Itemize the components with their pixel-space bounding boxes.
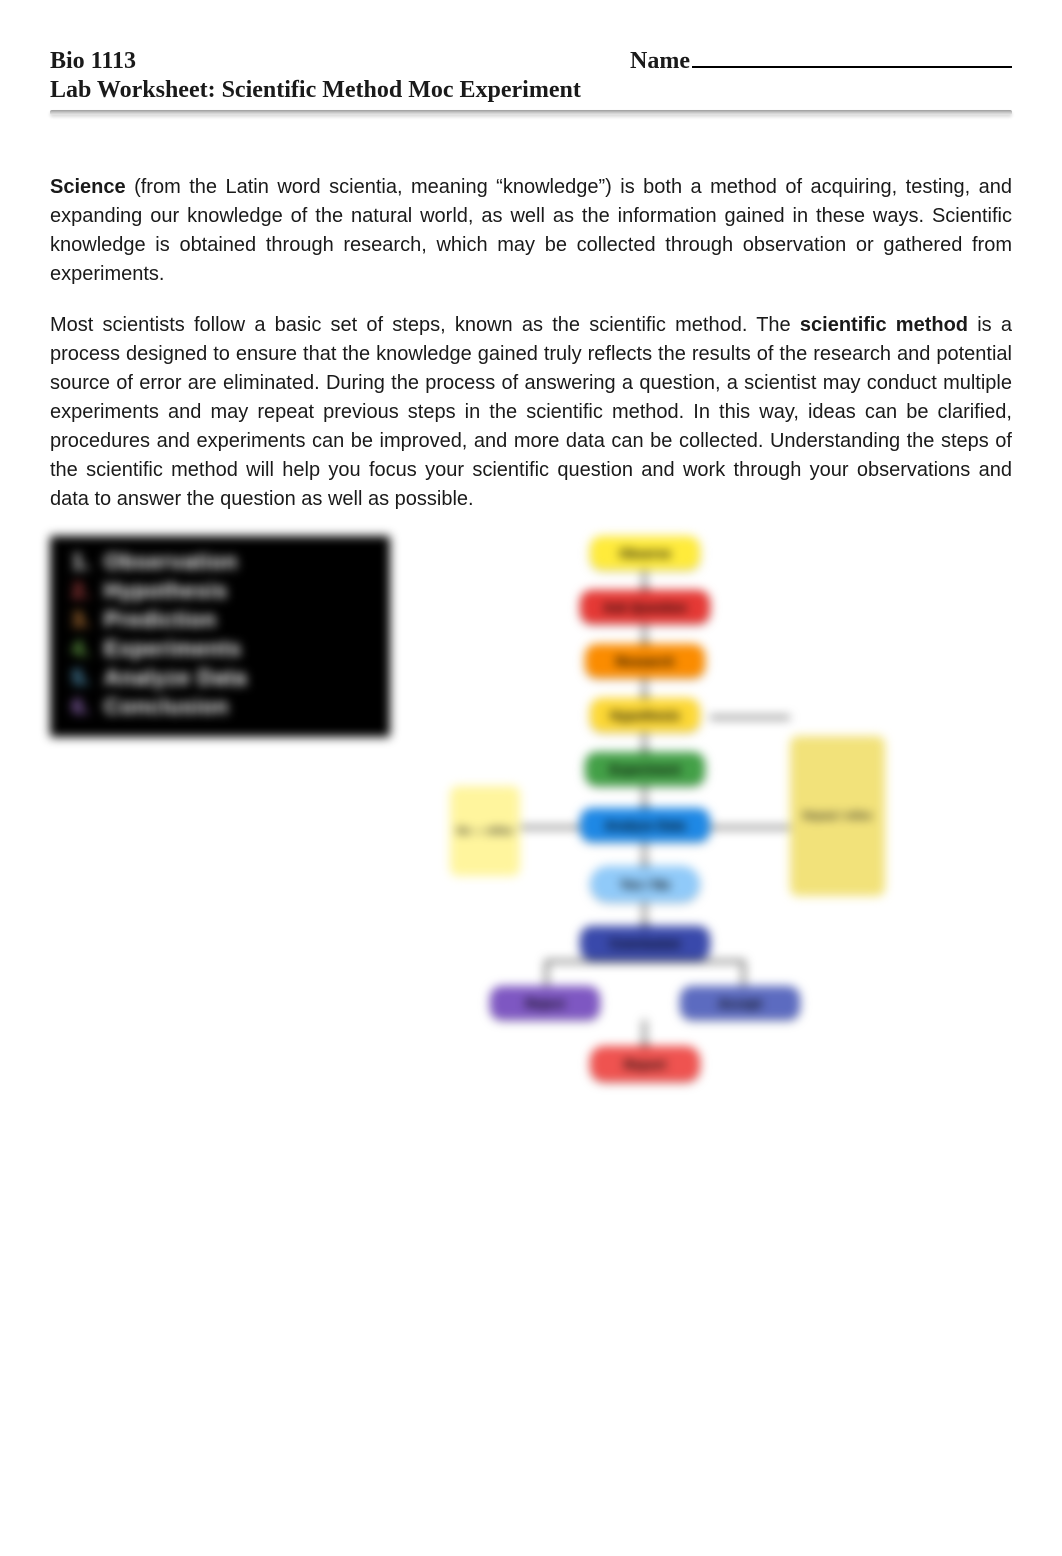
header-rule [50, 110, 1012, 115]
flow-node-observe: Observe [590, 536, 700, 570]
flow-connector [545, 960, 548, 986]
step-row: 4. Experiments [66, 636, 374, 662]
body-text: Science (from the Latin word scientia, m… [50, 173, 1012, 514]
flow-node-research: Research [585, 644, 705, 678]
step-label: Hypothesis [104, 578, 228, 604]
step-row: 6. Conclusion [66, 694, 374, 720]
step-row: 3. Prediction [66, 607, 374, 633]
flow-connector [643, 624, 646, 644]
step-number: 6. [66, 694, 90, 720]
step-row: 5. Analyze Data [66, 665, 374, 691]
name-field-label: Name [630, 40, 1012, 75]
step-label: Conclusion [104, 694, 229, 720]
step-label: Analyze Data [104, 665, 247, 691]
scientific-method-flowchart: No — refine Repeat / refine Observe Ask Que… [420, 536, 920, 1176]
flow-node-experiment: Experiment [585, 752, 705, 786]
worksheet-title: Lab Worksheet: Scientific Method Moc Exp… [50, 77, 1012, 104]
page-header: Bio 1113 Name Lab Worksheet: Scientific … [50, 40, 1012, 125]
step-row: 2. Hypothesis [66, 578, 374, 604]
flow-connector [643, 1020, 646, 1046]
paragraph-2: Most scientists follow a basic set of st… [50, 311, 1012, 514]
flow-connector [643, 732, 646, 752]
flow-node-conclusion: Conclusion [580, 926, 710, 960]
flow-connector [643, 902, 646, 926]
flow-connector [710, 716, 790, 719]
diagram-row: 1. Observation 2. Hypothesis 3. Prediction 4. E… [50, 536, 1012, 1176]
p1-lead-bold: Science [50, 176, 126, 198]
step-row: 1. Observation [66, 549, 374, 575]
flow-connector [710, 826, 790, 829]
flow-node-analyze: Analyze Data [580, 808, 710, 842]
step-number: 2. [66, 578, 90, 604]
step-label: Experiments [104, 636, 242, 662]
paragraph-1: Science (from the Latin word scientia, m… [50, 173, 1012, 289]
name-blank-line[interactable] [692, 40, 1012, 68]
steps-list-card: 1. Observation 2. Hypothesis 3. Prediction 4. E… [50, 536, 390, 737]
flow-node-left: Reject [490, 986, 600, 1020]
step-number: 3. [66, 607, 90, 633]
flow-connector [643, 842, 646, 866]
flow-connector [643, 570, 646, 590]
flow-connector [643, 786, 646, 808]
p2-a: Most scientists follow a basic set of st… [50, 314, 800, 336]
flow-side-note: No — refine [450, 786, 520, 876]
step-label: Observation [104, 549, 238, 575]
step-number: 1. [66, 549, 90, 575]
worksheet-page: Bio 1113 Name Lab Worksheet: Scientific … [0, 0, 1062, 1556]
name-label-text: Name [630, 48, 690, 75]
flow-node-question: Ask Question [580, 590, 710, 624]
flow-connector [520, 826, 580, 829]
flow-connector [742, 960, 745, 986]
p2-bold: scientific method [800, 314, 968, 336]
flow-node-yesno: Yes / No [590, 866, 700, 902]
flow-connector [643, 678, 646, 698]
p2-b: is a process designed to ensure that the… [50, 314, 1012, 510]
flow-connector [545, 960, 745, 963]
flow-node-report: Report [590, 1046, 700, 1082]
flow-side-note: Repeat / refine [790, 736, 885, 896]
step-label: Prediction [104, 607, 217, 633]
flow-node-right: Accept [680, 986, 800, 1020]
p1-rest: (from the Latin word scientia, meaning “… [50, 176, 1012, 285]
header-row: Bio 1113 Name [50, 40, 1012, 75]
flow-node-hypothesis: Hypothesis [590, 698, 700, 732]
course-code: Bio 1113 [50, 48, 136, 75]
step-number: 4. [66, 636, 90, 662]
step-number: 5. [66, 665, 90, 691]
